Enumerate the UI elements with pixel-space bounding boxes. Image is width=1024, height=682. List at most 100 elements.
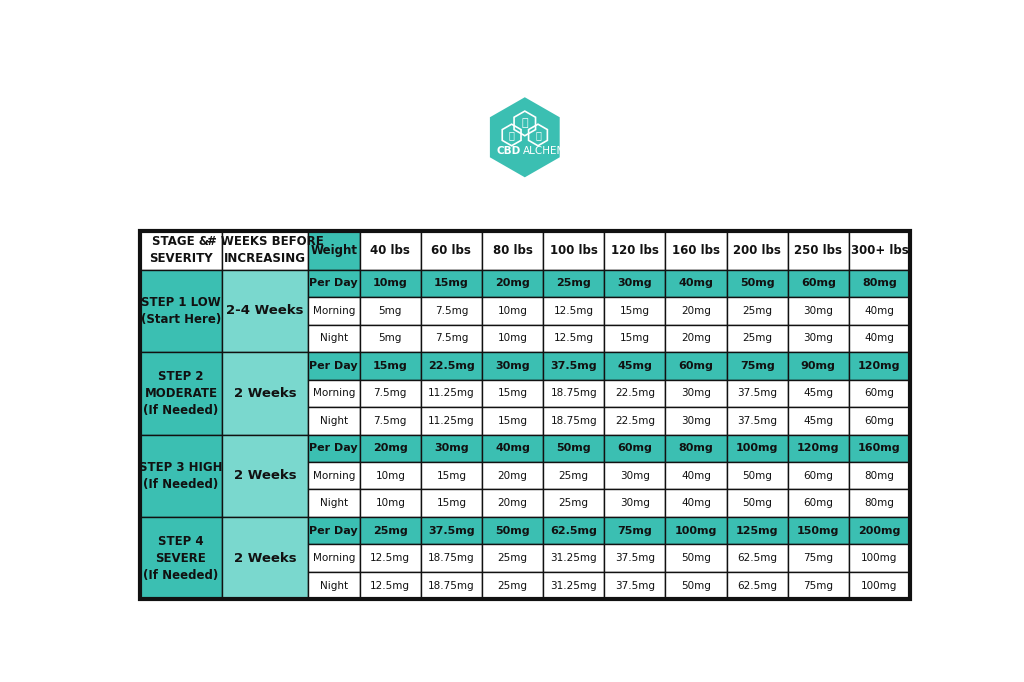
- Bar: [482, 434, 543, 462]
- Text: 12.5mg: 12.5mg: [371, 580, 411, 591]
- Bar: [727, 517, 787, 544]
- Bar: [666, 544, 727, 572]
- Bar: [666, 297, 727, 325]
- Text: 31.25mg: 31.25mg: [550, 553, 597, 563]
- Text: CBD: CBD: [497, 146, 521, 156]
- Bar: [308, 490, 359, 517]
- Text: 150mg: 150mg: [797, 526, 840, 535]
- Text: 40mg: 40mg: [681, 471, 711, 481]
- Bar: [359, 325, 421, 352]
- Bar: [421, 269, 482, 297]
- Bar: [139, 352, 222, 434]
- Bar: [308, 269, 359, 297]
- Text: 25mg: 25mg: [742, 333, 772, 343]
- Bar: [359, 434, 421, 462]
- Bar: [666, 231, 727, 269]
- Text: 37.5mg: 37.5mg: [428, 526, 475, 535]
- Text: Per Day: Per Day: [309, 361, 358, 371]
- Text: 20mg: 20mg: [373, 443, 408, 454]
- Bar: [308, 462, 359, 490]
- Bar: [849, 380, 910, 407]
- Bar: [849, 490, 910, 517]
- Text: 75mg: 75mg: [617, 526, 652, 535]
- Bar: [482, 407, 543, 434]
- Bar: [604, 231, 666, 269]
- Text: 100mg: 100mg: [675, 526, 717, 535]
- Bar: [421, 352, 482, 380]
- Text: 25mg: 25mg: [742, 306, 772, 316]
- Bar: [787, 380, 849, 407]
- Text: 18.75mg: 18.75mg: [428, 553, 475, 563]
- Text: 7.5mg: 7.5mg: [435, 306, 468, 316]
- Text: 11.25mg: 11.25mg: [428, 416, 475, 426]
- Bar: [727, 380, 787, 407]
- Text: 60mg: 60mg: [864, 388, 894, 398]
- Text: STAGE &
SEVERITY: STAGE & SEVERITY: [150, 235, 213, 265]
- Text: 62.5mg: 62.5mg: [737, 580, 777, 591]
- Bar: [604, 572, 666, 599]
- Text: 37.5mg: 37.5mg: [550, 361, 597, 371]
- Bar: [482, 380, 543, 407]
- Bar: [543, 231, 604, 269]
- Bar: [849, 407, 910, 434]
- Bar: [308, 231, 359, 269]
- Bar: [421, 462, 482, 490]
- Bar: [543, 517, 604, 544]
- Text: 62.5mg: 62.5mg: [737, 553, 777, 563]
- Bar: [727, 462, 787, 490]
- Text: 37.5mg: 37.5mg: [614, 553, 655, 563]
- Text: 30mg: 30mg: [434, 443, 469, 454]
- Bar: [849, 269, 910, 297]
- Text: 50mg: 50mg: [742, 471, 772, 481]
- Bar: [308, 407, 359, 434]
- Bar: [308, 517, 359, 544]
- Bar: [727, 231, 787, 269]
- Bar: [222, 517, 308, 599]
- Text: 11.25mg: 11.25mg: [428, 388, 475, 398]
- Text: 20mg: 20mg: [498, 498, 527, 508]
- Text: 30mg: 30mg: [804, 333, 834, 343]
- Text: 25mg: 25mg: [559, 498, 589, 508]
- Text: 🌿: 🌿: [521, 119, 528, 128]
- Bar: [543, 269, 604, 297]
- Text: 300+ lbs: 300+ lbs: [851, 244, 908, 257]
- Text: Night: Night: [319, 333, 348, 343]
- Text: 15mg: 15mg: [373, 361, 408, 371]
- Text: Night: Night: [319, 580, 348, 591]
- Bar: [849, 231, 910, 269]
- Text: 120mg: 120mg: [858, 361, 901, 371]
- Text: 15mg: 15mg: [436, 498, 467, 508]
- Text: 10mg: 10mg: [498, 306, 527, 316]
- Bar: [359, 407, 421, 434]
- Bar: [308, 572, 359, 599]
- Text: Morning: Morning: [312, 306, 355, 316]
- Text: 15mg: 15mg: [436, 471, 467, 481]
- Text: # WEEKS BEFORE
INCREASING: # WEEKS BEFORE INCREASING: [207, 235, 324, 265]
- Bar: [421, 572, 482, 599]
- Text: 30mg: 30mg: [620, 498, 650, 508]
- Text: 60mg: 60mg: [801, 278, 836, 288]
- Bar: [482, 231, 543, 269]
- Bar: [849, 544, 910, 572]
- Bar: [359, 269, 421, 297]
- Text: 25mg: 25mg: [498, 553, 527, 563]
- Bar: [787, 269, 849, 297]
- Text: 200mg: 200mg: [858, 526, 900, 535]
- Bar: [849, 297, 910, 325]
- Text: 30mg: 30mg: [681, 416, 711, 426]
- Text: 45mg: 45mg: [803, 416, 834, 426]
- Bar: [604, 434, 666, 462]
- Text: 12.5mg: 12.5mg: [554, 333, 594, 343]
- Bar: [666, 407, 727, 434]
- Bar: [482, 517, 543, 544]
- Bar: [787, 231, 849, 269]
- Text: 60 lbs: 60 lbs: [431, 244, 471, 257]
- Bar: [421, 517, 482, 544]
- Text: 25mg: 25mg: [373, 526, 408, 535]
- Text: 80mg: 80mg: [864, 498, 894, 508]
- Text: 10mg: 10mg: [376, 498, 406, 508]
- Bar: [421, 544, 482, 572]
- Bar: [787, 407, 849, 434]
- Bar: [666, 325, 727, 352]
- Text: 100mg: 100mg: [861, 553, 898, 563]
